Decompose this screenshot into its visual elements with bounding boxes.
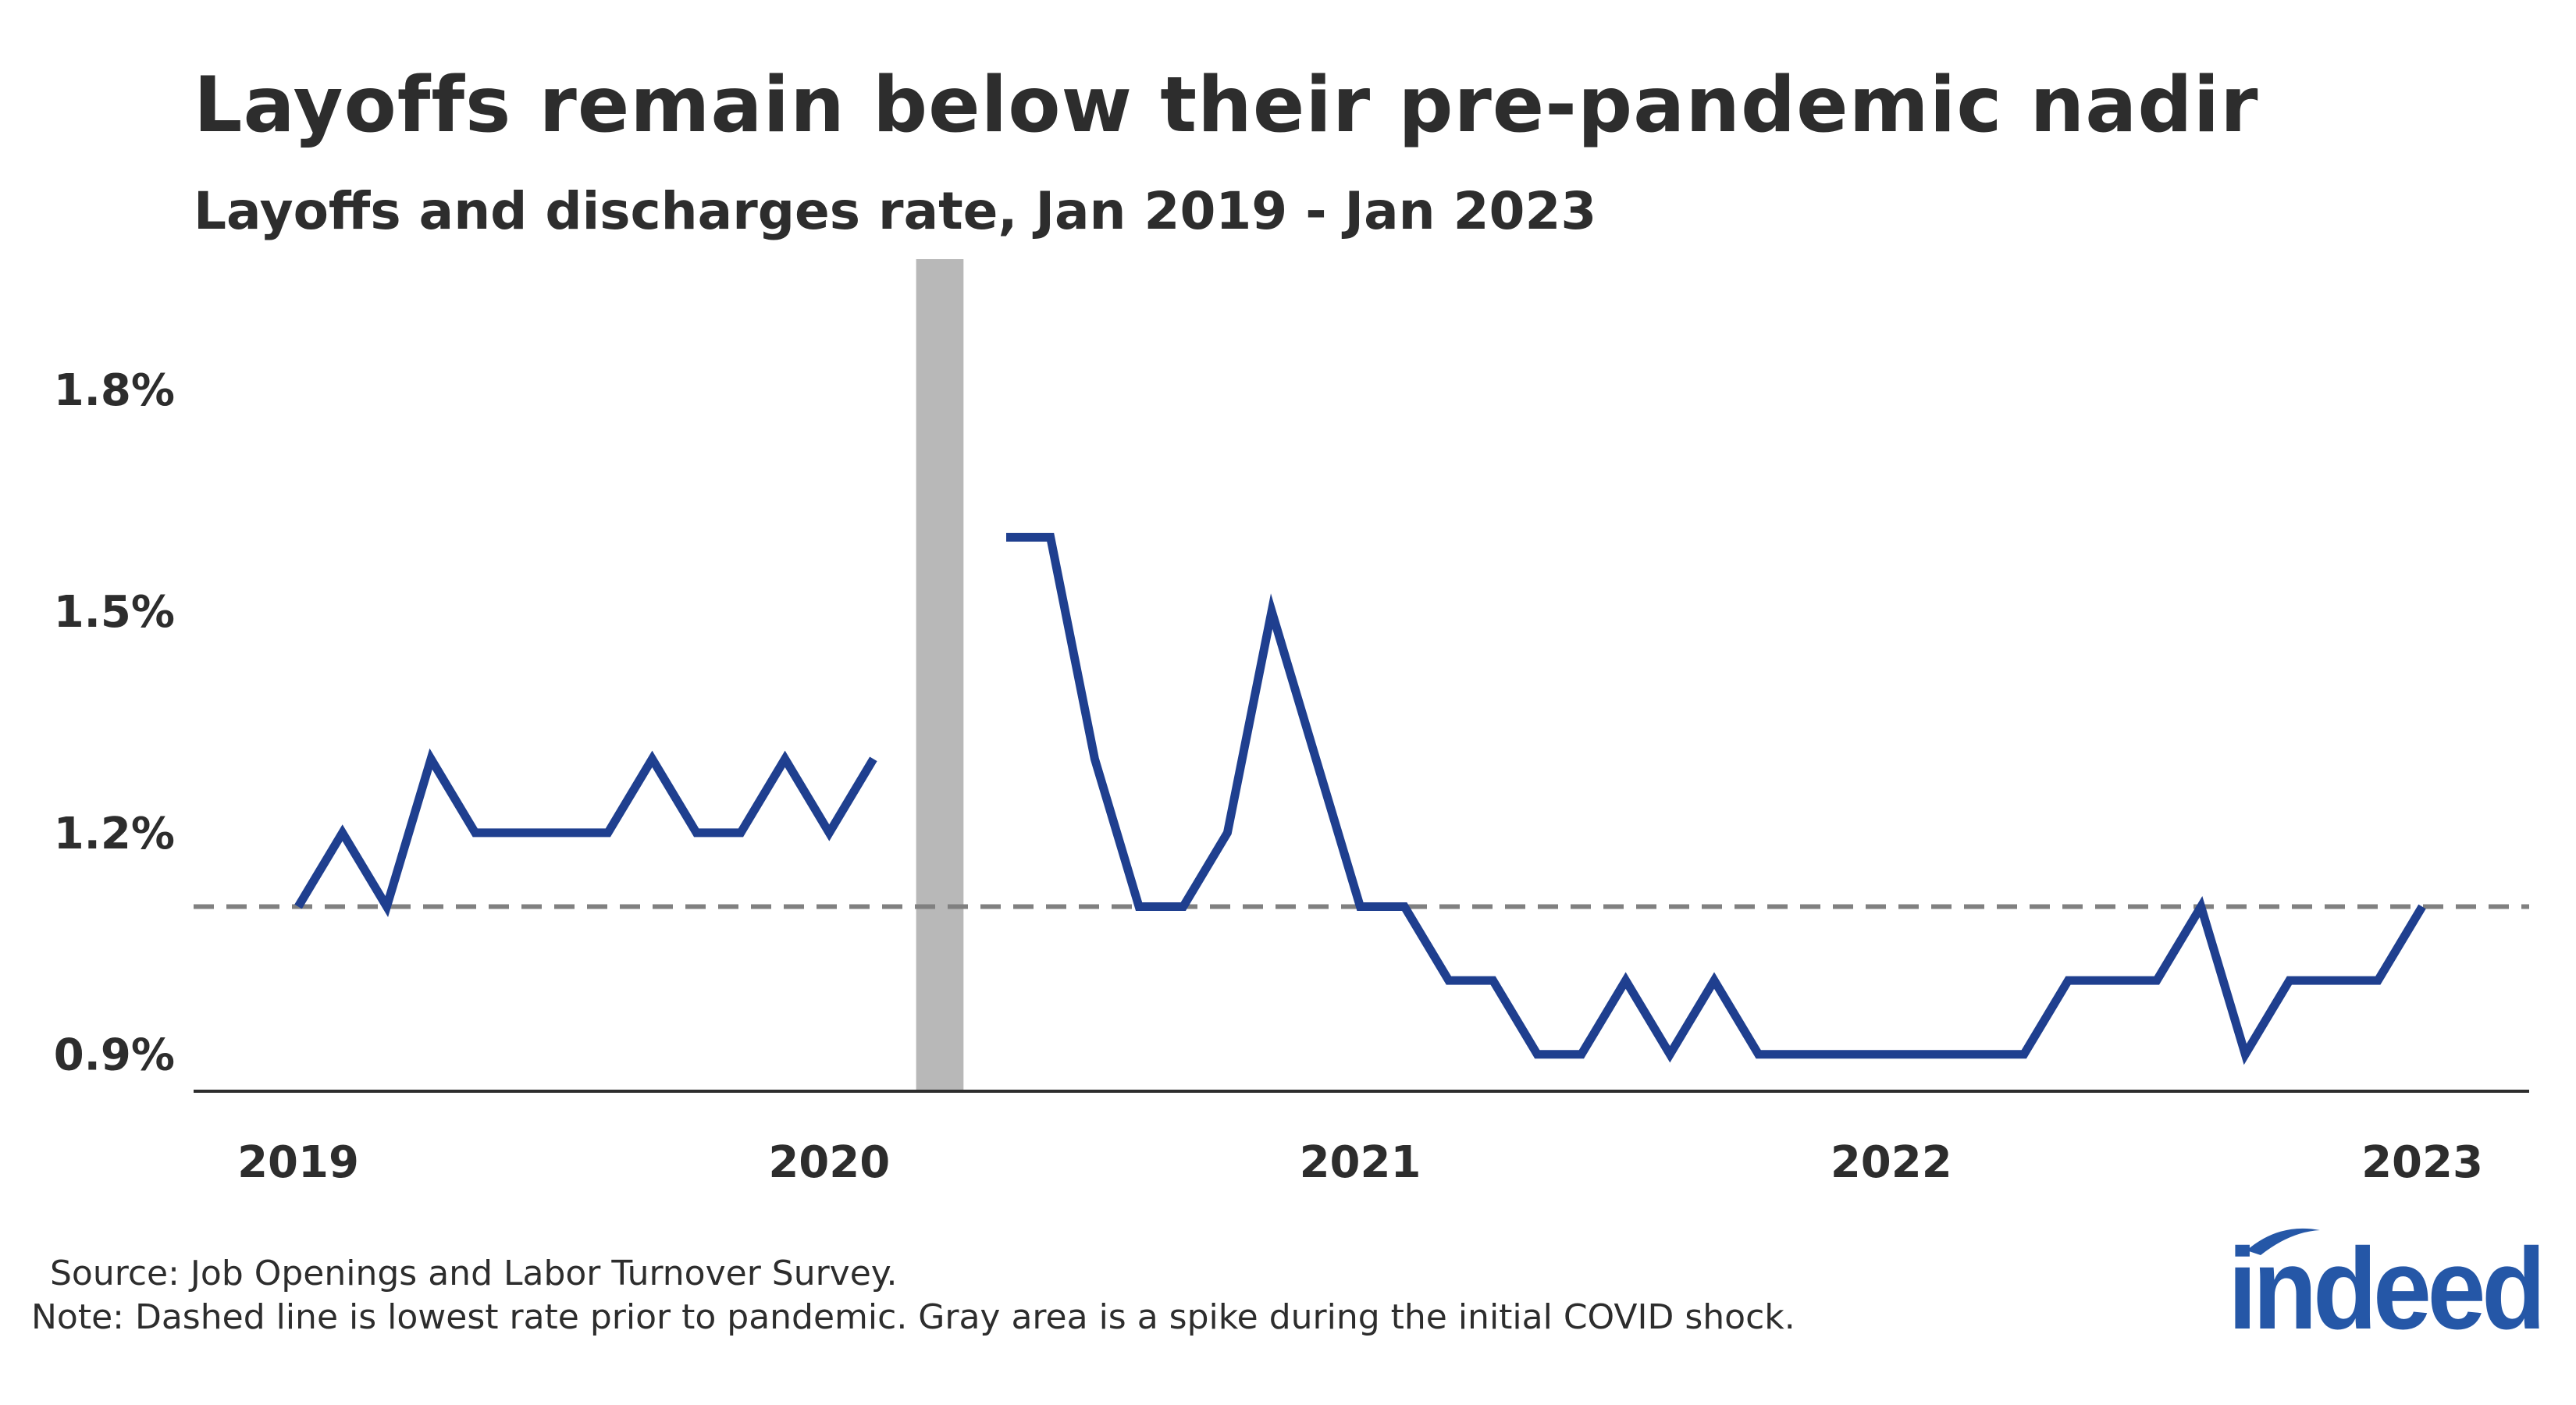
data-point-2021-07 (1622, 976, 1630, 984)
data-point-2019-08 (604, 829, 612, 837)
data-point-2019-12 (781, 755, 789, 763)
data-point-2019-01 (294, 902, 302, 910)
data-point-2022-03 (1976, 1051, 1984, 1058)
y-tick-label: 1.8% (54, 365, 175, 416)
logo-text: indeed (2228, 1225, 2542, 1343)
x-tick-label: 2020 (768, 1137, 890, 1188)
data-point-2019-06 (515, 829, 523, 837)
source-note: Source: Job Openings and Labor Turnover … (50, 1254, 898, 1293)
x-tick-label: 2019 (237, 1137, 359, 1188)
data-point-2020-09 (1179, 902, 1187, 910)
series-layer (294, 532, 2426, 1065)
series-line-segment-1 (294, 748, 877, 918)
data-point-2020-05 (1002, 533, 1010, 541)
indeed-logo: indeed (2228, 1225, 2545, 1343)
data-point-2022-02 (1931, 1051, 1939, 1058)
data-point-2022-05 (2065, 976, 2073, 984)
series-line-segment-2 (1006, 532, 2426, 1065)
data-point-2019-02 (339, 829, 347, 837)
y-tick-label: 0.9% (54, 1030, 175, 1081)
data-point-2022-06 (2108, 976, 2116, 984)
y-tick-label: 1.5% (54, 587, 175, 638)
data-point-2019-05 (471, 829, 479, 837)
x-tick-label: 2021 (1300, 1137, 1421, 1188)
data-point-2020-08 (1135, 902, 1143, 910)
shaded-region-layer (916, 259, 964, 1091)
x-tick-labels: 2019 2020 2021 2022 2023 (237, 1137, 2483, 1188)
data-point-2021-03 (1445, 976, 1453, 984)
data-point-2020-07 (1091, 755, 1098, 763)
covid-shaded-region (916, 259, 964, 1091)
data-point-2022-10 (2286, 976, 2293, 984)
data-point-2020-10 (1223, 829, 1231, 837)
data-point-2020-01 (825, 829, 833, 837)
data-point-2021-04 (1489, 976, 1497, 984)
data-point-2022-01 (1888, 1051, 1895, 1058)
data-point-2020-02 (870, 755, 877, 763)
data-point-2021-06 (1578, 1051, 1585, 1058)
data-point-2023-01 (2418, 902, 2426, 910)
data-point-2022-04 (2020, 1051, 2028, 1058)
data-point-2021-11 (1799, 1051, 1806, 1058)
data-point-2021-02 (1400, 902, 1408, 910)
data-point-2022-12 (2374, 976, 2382, 984)
data-point-2021-12 (1843, 1051, 1851, 1058)
data-point-2019-07 (560, 829, 568, 837)
data-point-2022-08 (2197, 902, 2205, 910)
data-point-2021-09 (1710, 976, 1718, 984)
data-point-2022-07 (2153, 976, 2161, 984)
data-point-2021-10 (1755, 1051, 1763, 1058)
data-point-2019-09 (649, 755, 656, 763)
chart-subtitle: Layoffs and discharges rate, Jan 2019 - … (194, 181, 1597, 241)
data-point-2021-08 (1666, 1051, 1674, 1058)
y-tick-labels: 0.9% 1.2% 1.5% 1.8% (54, 365, 175, 1080)
logo-swoosh (2247, 1228, 2320, 1255)
data-point-2019-03 (382, 902, 390, 910)
data-point-2022-09 (2241, 1051, 2249, 1058)
data-point-2021-05 (1533, 1051, 1541, 1058)
data-point-2020-11 (1268, 607, 1276, 615)
x-tick-label: 2023 (2361, 1137, 2483, 1188)
data-point-2019-10 (692, 829, 700, 837)
line-chart: 0.9% 1.2% 1.5% 1.8% 2019 2020 2021 2022 2023 (54, 259, 2529, 1188)
x-tick-label: 2022 (1831, 1137, 1952, 1188)
data-point-2021-01 (1357, 902, 1364, 910)
data-point-2019-04 (427, 755, 435, 763)
data-point-2020-06 (1047, 533, 1055, 541)
footnote: Note: Dashed line is lowest rate prior t… (31, 1297, 1795, 1337)
data-point-2022-11 (2330, 976, 2338, 984)
chart-title: Layoffs remain below their pre-pandemic … (194, 61, 2259, 150)
data-point-2020-12 (1312, 755, 1320, 763)
y-tick-label: 1.2% (54, 809, 175, 859)
data-point-2019-11 (737, 829, 745, 837)
